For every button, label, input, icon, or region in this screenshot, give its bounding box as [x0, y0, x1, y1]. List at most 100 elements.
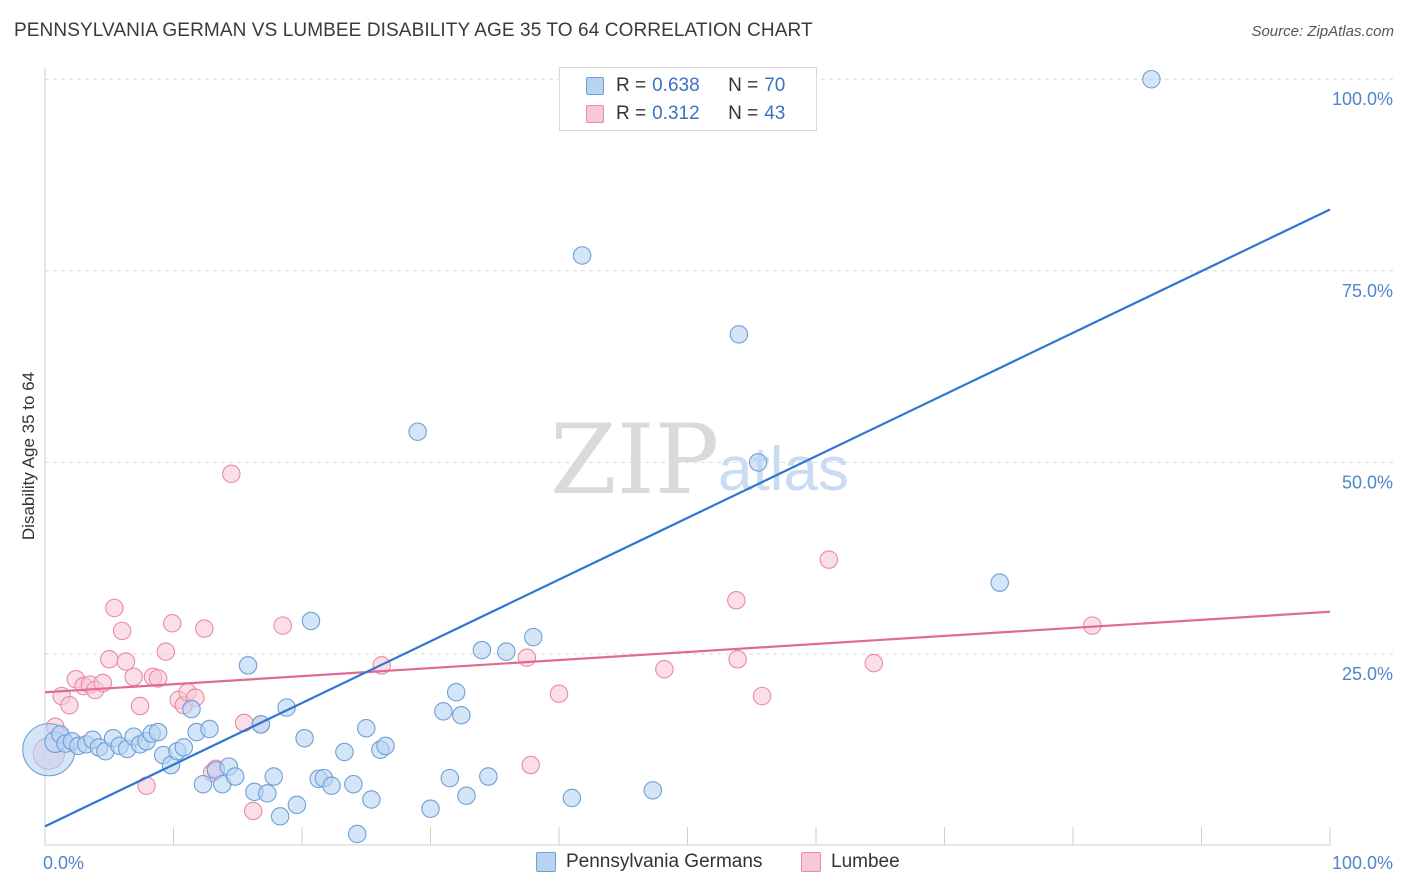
y-axis-label: Disability Age 35 to 64 — [19, 372, 38, 540]
pennsylvania-german-point — [472, 640, 492, 660]
watermark-zip: ZIP — [550, 404, 719, 516]
lumbee-point — [156, 642, 176, 661]
pennsylvania-german-point — [362, 790, 381, 809]
lumbee-point — [116, 652, 136, 671]
pennsylvania-german-point — [182, 699, 201, 719]
pennsylvania-german-point — [258, 784, 277, 803]
pennsylvania-german-point — [729, 325, 749, 344]
pennsylvania-german-point — [174, 738, 194, 757]
pennsylvania-german-point — [440, 768, 460, 788]
y-tick-label: 50.0% — [1342, 472, 1393, 492]
legend-r-value: 0.638 — [652, 75, 700, 96]
pennsylvania-german-point — [270, 807, 290, 826]
lumbee-point — [819, 550, 839, 569]
legend-n-label: N = — [728, 103, 759, 124]
pennsylvania-german-point — [457, 786, 476, 805]
pennsylvania-german-point — [434, 702, 453, 721]
lumbee-point — [517, 648, 537, 668]
lumbee-point — [521, 755, 540, 775]
x-tick-labels: 0.0% 100.0% — [43, 853, 1393, 873]
lumbee-point — [112, 621, 132, 641]
legend-row-pennsylvania-germans: R = 0.638 N = 70 — [586, 74, 785, 98]
y-tick-label: 100.0% — [1332, 89, 1393, 109]
stats-legend: R = 0.638 N = 70 R = 0.312 N = 43 — [559, 67, 817, 131]
lumbee-point — [549, 684, 569, 704]
pennsylvania-german-point — [335, 742, 354, 762]
series-label-lumbee: Lumbee — [831, 851, 900, 872]
pennsylvania-german-point — [446, 682, 466, 702]
pennsylvania-german-point — [264, 767, 283, 786]
legend-n-value: 70 — [764, 75, 786, 96]
x-tick-label: 0.0% — [43, 853, 84, 873]
pennsylvania-german-point — [295, 728, 314, 748]
pennsylvania-german-point — [301, 611, 321, 631]
lumbee-point — [100, 650, 119, 669]
y-tick-label: 75.0% — [1342, 281, 1393, 301]
lumbee-point — [222, 464, 241, 484]
gridlines — [45, 78, 1395, 655]
lumbee-point — [60, 696, 79, 715]
x-tick-label: 100.0% — [1332, 853, 1393, 873]
series-swatch-blue — [536, 852, 556, 872]
legend-r-label: R = — [616, 103, 647, 124]
points-lumbee — [32, 464, 1102, 821]
lumbee-point — [864, 653, 884, 673]
pennsylvania-german-point — [193, 774, 213, 794]
source-label: Source: ZipAtlas.com — [1251, 23, 1394, 40]
legend-n-label: N = — [728, 75, 759, 96]
pennsylvania-german-point — [225, 767, 245, 786]
y-tick-labels: 25.0% 50.0% 75.0% 100.0% — [1332, 89, 1393, 684]
pennsylvania-german-point — [643, 781, 663, 800]
lumbee-point — [148, 669, 168, 688]
lumbee-point — [727, 591, 746, 610]
lumbee-point — [243, 801, 263, 821]
axes — [44, 68, 1331, 846]
lumbee-point — [162, 614, 182, 633]
trend-line-lumbee — [44, 610, 1331, 694]
lumbee-point — [195, 619, 214, 638]
series-swatch-pink — [801, 852, 821, 872]
pennsylvania-german-point — [238, 656, 258, 675]
lumbee-point — [728, 650, 747, 669]
pennsylvania-german-point — [748, 453, 768, 472]
series-legend-lumbee: Lumbee — [801, 851, 900, 873]
pennsylvania-german-point — [344, 774, 363, 794]
y-tick-label: 25.0% — [1342, 664, 1393, 684]
legend-swatch-blue — [586, 77, 604, 95]
legend-n-value: 43 — [764, 103, 786, 124]
lumbee-point — [655, 660, 674, 679]
series-legend-pennsylvania-germans: Pennsylvania Germans — [536, 851, 762, 873]
pennsylvania-german-point — [376, 736, 395, 756]
legend-row-lumbee: R = 0.312 N = 43 — [586, 102, 785, 126]
legend-r-value: 0.312 — [652, 103, 700, 124]
legend-r-label: R = — [616, 75, 647, 96]
chart-title: PENNSYLVANIA GERMAN VS LUMBEE DISABILITY… — [14, 20, 813, 41]
pennsylvania-german-point — [148, 722, 168, 742]
pennsylvania-german-point — [562, 788, 582, 808]
pennsylvania-german-point — [497, 642, 516, 661]
series-label-pennsylvania-germans: Pennsylvania Germans — [566, 851, 763, 872]
lumbee-point — [273, 616, 292, 635]
pennsylvania-german-point — [452, 705, 471, 725]
trend-lines — [44, 208, 1331, 828]
lumbee-point — [124, 667, 143, 687]
pennsylvania-german-point — [524, 627, 543, 647]
lumbee-point — [105, 598, 124, 618]
lumbee-point — [752, 686, 772, 706]
lumbee-point — [130, 696, 150, 716]
pennsylvania-german-point — [1142, 69, 1161, 89]
pennsylvania-german-point — [348, 824, 367, 844]
trend-line-pennsylvania-germans — [44, 208, 1331, 828]
pennsylvania-german-point — [421, 799, 440, 818]
watermark: ZIP atlas — [550, 404, 849, 516]
pennsylvania-german-point — [990, 573, 1010, 592]
pennsylvania-german-point — [572, 246, 592, 265]
pennsylvania-german-point — [200, 719, 219, 739]
pennsylvania-german-point — [479, 767, 498, 786]
points-pennsylvania-germans — [22, 68, 1161, 844]
pennsylvania-german-point — [287, 795, 307, 815]
pennsylvania-german-point — [357, 719, 376, 738]
pennsylvania-german-point — [322, 776, 341, 795]
legend-swatch-pink — [586, 105, 604, 123]
